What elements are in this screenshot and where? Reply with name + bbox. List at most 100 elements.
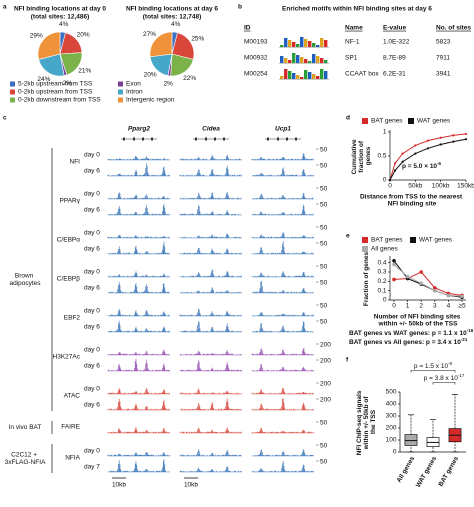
data-point	[419, 281, 424, 286]
motif-logo-letter	[304, 70, 308, 79]
p-value: BAT genes vs WAT genes: p = 1.1 x 10-16	[349, 328, 474, 337]
pie-value-label: 2%	[164, 80, 174, 87]
signal-track	[107, 241, 170, 254]
y-tick-label: 0.1	[377, 287, 386, 294]
gene-name: Cidea	[202, 126, 220, 133]
gene-exon	[214, 137, 216, 141]
x-tick-label: ≥5	[458, 303, 466, 310]
track-scale-label: 50	[320, 280, 328, 287]
p-value: p = 5.0 × 10-6	[402, 161, 442, 170]
motif-logo-letter	[296, 55, 300, 63]
gene-exon	[151, 137, 153, 141]
text-line: Cumulative	[351, 138, 358, 175]
motif-logo-letter	[324, 40, 328, 47]
data-point	[433, 286, 437, 290]
motif-logo-letter	[308, 72, 312, 79]
table-header: ID	[244, 25, 251, 32]
y-axis-label: Fraction of genes	[363, 252, 370, 307]
signal-track	[251, 241, 314, 254]
motif-logo-letter	[316, 76, 320, 79]
y-tick-label: 0.3	[377, 269, 386, 276]
motif-logo-letter	[284, 58, 288, 63]
signal-track	[179, 466, 242, 472]
panel-label: d	[346, 115, 350, 122]
gene-name: Pparg2	[128, 126, 150, 133]
signal-track	[107, 204, 170, 215]
pie-value-label: 20%	[77, 32, 90, 39]
signal-track	[251, 193, 314, 199]
y-axis-label: NFI ChIP-seq signals within +/- 50kb of …	[356, 389, 377, 455]
signal-track	[251, 271, 314, 277]
signal-track	[107, 320, 170, 332]
group-label: In vivo BAT	[9, 424, 42, 431]
y-tick-label: 1	[383, 129, 387, 136]
track-scale-label: 50	[320, 225, 328, 232]
signal-track	[107, 163, 170, 176]
factor-label: PPARγ	[60, 198, 81, 205]
text-line: adipocytes	[9, 279, 41, 286]
significance-bracket	[410, 370, 456, 373]
y-tick-label: 0.5	[377, 153, 386, 160]
signal-track	[107, 281, 170, 293]
track-scale-label: 50	[320, 147, 328, 154]
motif-logo-letter	[320, 69, 324, 79]
motif-logo-letter	[288, 71, 292, 79]
motif-logo-letter	[284, 69, 288, 79]
signal-track	[179, 247, 242, 254]
significance-bracket	[432, 382, 456, 385]
legend-label: BAT genes	[371, 118, 403, 125]
signal-track	[179, 191, 242, 199]
data-point	[414, 152, 417, 155]
table-cell: CCAAT box	[345, 71, 379, 78]
pie-value-label: 24%	[37, 76, 50, 83]
legend-swatch	[362, 246, 368, 252]
data-point	[401, 160, 404, 163]
data-point	[392, 262, 396, 267]
sample-label: day 0	[84, 269, 100, 276]
motif-logo-letter	[284, 38, 288, 47]
signal-track	[107, 349, 170, 355]
p-value-base: BAT genes vs WAT genes: p = 1.1 x 10	[349, 330, 467, 337]
x-axis-label: Number of NFI binding sites within +/- 5…	[374, 313, 462, 327]
factor-label: H3K27Ac	[53, 354, 81, 361]
p-value-exponent: -21	[461, 337, 468, 342]
signal-track	[179, 449, 242, 456]
data-point	[388, 178, 392, 182]
table-header: E-value	[383, 25, 407, 32]
signal-track	[107, 192, 170, 199]
series-line	[393, 264, 463, 297]
track-scale-label: 50	[320, 443, 328, 450]
pie-slice	[171, 32, 195, 60]
pie-value-label: 22%	[183, 75, 196, 82]
motif-logo-letter	[292, 42, 296, 47]
y-tick-label: 0	[393, 449, 397, 456]
motif-logo-letter	[324, 71, 328, 79]
table-cell: M00254	[244, 71, 268, 78]
pie-value-label: 21%	[78, 68, 91, 75]
signal-track	[179, 154, 242, 160]
signal-track	[251, 387, 314, 394]
data-point	[401, 152, 404, 155]
motif-logo-letter	[312, 43, 316, 47]
factor-label: FAIRE	[61, 424, 80, 431]
x-axis-label: Distance from TSS to the nearest NFI bin…	[360, 193, 464, 207]
track-scale-label: 50	[320, 186, 328, 193]
sample-label: day 6	[84, 324, 100, 331]
gene-exon	[133, 137, 135, 141]
pie-slice	[37, 31, 61, 60]
p-value: BAT genes vs All genes: p = 3.4 x 10-21	[349, 337, 468, 346]
signal-track	[179, 398, 242, 410]
signal-track	[252, 312, 314, 316]
pie-title: NFI binding locations at day 6	[126, 6, 218, 13]
y-tick-label: 0	[383, 297, 387, 304]
track-scale-label: 50	[320, 319, 328, 326]
gene-exon	[205, 137, 207, 141]
sample-label: day 6	[84, 285, 100, 292]
y-tick-label: 400	[386, 401, 397, 408]
x-tick-label: 50kb	[408, 183, 422, 190]
pie-slice	[38, 53, 65, 77]
y-tick-label: 300	[386, 413, 397, 420]
legend-swatch	[408, 118, 414, 124]
track-scale-label: 50	[320, 241, 328, 248]
sample-label: day 6	[84, 207, 100, 214]
